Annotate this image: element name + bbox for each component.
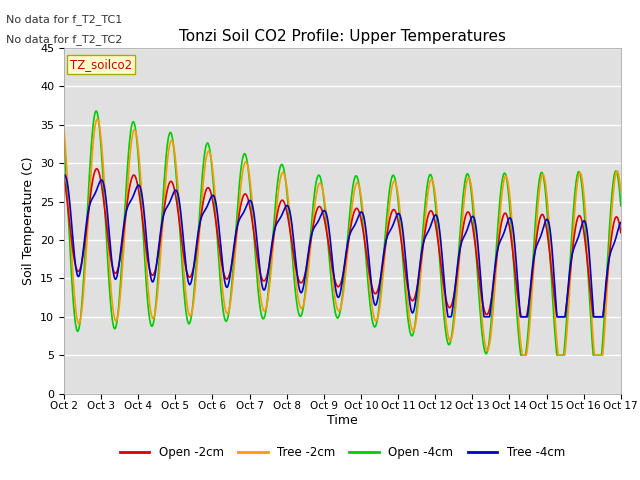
Tree -4cm: [505, 216, 513, 222]
Tree -2cm: [93, 116, 101, 122]
Open -2cm: [216, 246, 223, 252]
Open -2cm: [617, 229, 625, 235]
Open -4cm: [92, 108, 100, 114]
Tree -4cm: [584, 232, 591, 238]
Line: Open -4cm: Open -4cm: [64, 111, 621, 355]
Tree -2cm: [216, 251, 223, 257]
Text: TZ_soilco2: TZ_soilco2: [70, 59, 132, 72]
Open -4cm: [617, 203, 625, 209]
Open -2cm: [504, 218, 512, 224]
Tree -2cm: [504, 182, 512, 188]
Text: No data for f_T2_TC1: No data for f_T2_TC1: [6, 14, 123, 25]
Text: No data for f_T2_TC2: No data for f_T2_TC2: [6, 34, 123, 45]
Tree -2cm: [359, 206, 367, 212]
Open -2cm: [518, 314, 525, 320]
Open -2cm: [359, 225, 367, 231]
Y-axis label: Soil Temperature (C): Soil Temperature (C): [22, 156, 35, 285]
Legend: Open -2cm, Tree -2cm, Open -4cm, Tree -4cm: Open -2cm, Tree -2cm, Open -4cm, Tree -4…: [115, 441, 570, 464]
Tree -4cm: [60, 172, 68, 178]
Tree -4cm: [444, 314, 452, 320]
Tree -4cm: [371, 302, 379, 308]
Open -4cm: [359, 214, 367, 220]
Open -4cm: [568, 228, 576, 234]
Open -4cm: [517, 352, 525, 358]
X-axis label: Time: Time: [327, 414, 358, 427]
Open -4cm: [584, 263, 591, 268]
Tree -4cm: [617, 219, 625, 225]
Title: Tonzi Soil CO2 Profile: Upper Temperatures: Tonzi Soil CO2 Profile: Upper Temperatur…: [179, 29, 506, 44]
Open -2cm: [568, 252, 576, 257]
Tree -2cm: [518, 352, 526, 358]
Open -4cm: [60, 136, 68, 142]
Tree -4cm: [568, 252, 576, 258]
Tree -2cm: [617, 189, 625, 194]
Tree -4cm: [60, 172, 68, 178]
Tree -2cm: [371, 317, 379, 323]
Open -2cm: [371, 290, 379, 296]
Line: Open -2cm: Open -2cm: [64, 169, 621, 317]
Tree -2cm: [568, 247, 576, 253]
Tree -2cm: [584, 242, 591, 248]
Open -2cm: [584, 261, 591, 266]
Tree -4cm: [216, 230, 223, 236]
Open -4cm: [216, 269, 223, 275]
Open -4cm: [371, 324, 379, 330]
Line: Tree -4cm: Tree -4cm: [64, 175, 621, 317]
Tree -2cm: [60, 127, 68, 133]
Open -4cm: [504, 189, 512, 194]
Line: Tree -2cm: Tree -2cm: [64, 119, 621, 355]
Tree -4cm: [359, 210, 367, 216]
Open -2cm: [60, 174, 68, 180]
Open -2cm: [93, 166, 100, 172]
